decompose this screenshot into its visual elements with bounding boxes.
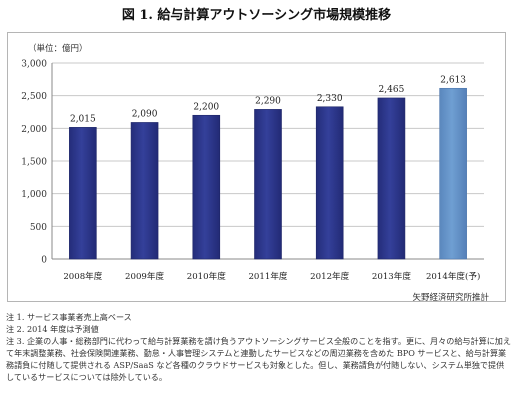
note-2: 注 2. 2014 年度は予測値 bbox=[6, 324, 99, 335]
x-tick-label: 2009年度 bbox=[125, 270, 164, 282]
chart-frame: 0 500 1,000 1,500 2,000 2,500 3,000 2,015 2008年度… bbox=[7, 32, 506, 302]
source-note: 矢野経済研究所推計 bbox=[412, 293, 489, 303]
y-tick-label: 0 bbox=[41, 256, 47, 266]
bar bbox=[439, 87, 467, 260]
bar bbox=[130, 122, 159, 260]
note-1: 注 1. サービス事業者売上高ベース bbox=[6, 312, 132, 322]
y-tick-label: 2,500 bbox=[21, 92, 47, 102]
data-label: 2,613 bbox=[440, 75, 466, 85]
data-label: 2,330 bbox=[317, 94, 343, 104]
x-tick-label: 2013年度 bbox=[372, 270, 411, 282]
chart-title: 図 1. 給与計算アウトソーシング市場規模推移 bbox=[121, 8, 392, 23]
bar bbox=[377, 97, 406, 260]
notes-section: 注 1. サービス事業者売上高ベース 注 2. 2014 年度は予測値 注 3.… bbox=[6, 311, 511, 384]
data-label: 2,090 bbox=[132, 109, 158, 119]
y-tick-label: 2,000 bbox=[21, 125, 47, 135]
x-tick-label: 2014年度(予) bbox=[426, 270, 480, 282]
data-label: 2,465 bbox=[379, 85, 405, 95]
x-tick-label: 2008年度 bbox=[63, 270, 102, 282]
data-label: 2,290 bbox=[255, 96, 281, 106]
x-tick-label: 2012年度 bbox=[310, 270, 349, 282]
data-label: 2,200 bbox=[193, 102, 219, 112]
x-tick-label: 2010年度 bbox=[187, 270, 226, 282]
data-label: 2,015 bbox=[70, 114, 96, 124]
y-tick-label: 500 bbox=[30, 223, 47, 233]
bar-chart: 0 500 1,000 1,500 2,000 2,500 3,000 2,015 2008年度… bbox=[21, 60, 484, 282]
bar bbox=[69, 127, 97, 260]
note-3: 注 3. 企業の人事・総務部門に代わって給与計算業務を請け負うアウトソーシングサ… bbox=[6, 336, 511, 383]
bar bbox=[315, 106, 344, 260]
bar bbox=[192, 114, 221, 260]
y-tick-label: 1,000 bbox=[21, 190, 47, 200]
x-tick-label: 2011年度 bbox=[248, 270, 287, 282]
unit-label: （単位：億円） bbox=[28, 44, 88, 54]
bar bbox=[254, 109, 282, 260]
y-tick-label: 3,000 bbox=[21, 60, 47, 70]
y-tick-label: 1,500 bbox=[21, 158, 47, 168]
